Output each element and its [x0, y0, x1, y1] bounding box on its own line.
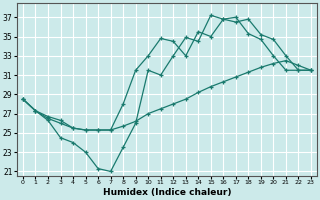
X-axis label: Humidex (Indice chaleur): Humidex (Indice chaleur) [103, 188, 231, 197]
